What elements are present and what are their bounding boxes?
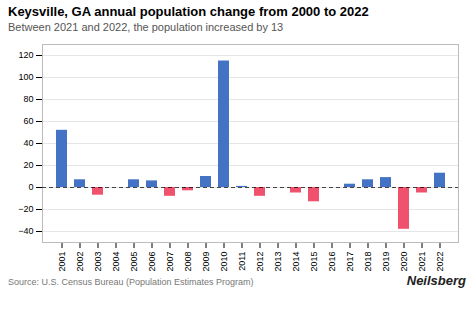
svg-text:2013: 2013	[273, 252, 283, 272]
svg-text:2021: 2021	[417, 252, 427, 272]
svg-text:60: 60	[23, 116, 33, 126]
svg-text:2004: 2004	[111, 252, 121, 272]
svg-text:40: 40	[23, 138, 33, 148]
svg-text:2018: 2018	[363, 252, 373, 272]
svg-text:−40: −40	[18, 226, 33, 236]
svg-text:2010: 2010	[219, 252, 229, 272]
svg-text:2017: 2017	[345, 252, 355, 272]
svg-text:2009: 2009	[201, 252, 211, 272]
svg-text:2002: 2002	[75, 252, 85, 272]
svg-text:2005: 2005	[129, 252, 139, 272]
svg-text:2011: 2011	[237, 252, 247, 271]
svg-text:2022: 2022	[435, 252, 445, 272]
svg-text:2003: 2003	[93, 252, 103, 272]
html-text:Keysville, GA annual populatio: Keysville, GA annual population change f…	[8, 4, 369, 19]
html-text:Neilsberg: Neilsberg	[406, 273, 466, 288]
svg-text:120: 120	[18, 50, 33, 60]
html-text:Between 2021 and 2022, the pop: Between 2021 and 2022, the population in…	[8, 21, 284, 33]
svg-text:100: 100	[18, 72, 33, 82]
svg-text:2015: 2015	[309, 252, 319, 272]
svg-text:2014: 2014	[291, 252, 301, 272]
svg-text:2020: 2020	[399, 252, 409, 272]
svg-text:2016: 2016	[327, 252, 337, 272]
html-text:Source: U.S. Census Bureau (Po: Source: U.S. Census Bureau (Population E…	[8, 277, 254, 287]
svg-text:2001: 2001	[57, 252, 67, 272]
svg-text:20: 20	[23, 160, 33, 170]
svg-text:2006: 2006	[147, 252, 157, 272]
svg-text:2007: 2007	[165, 252, 175, 272]
svg-text:−20: −20	[18, 204, 33, 214]
svg-text:2008: 2008	[183, 252, 193, 272]
svg-text:0: 0	[28, 182, 33, 192]
svg-text:2019: 2019	[381, 252, 391, 272]
svg-text:80: 80	[23, 94, 33, 104]
svg-text:2012: 2012	[255, 252, 265, 272]
